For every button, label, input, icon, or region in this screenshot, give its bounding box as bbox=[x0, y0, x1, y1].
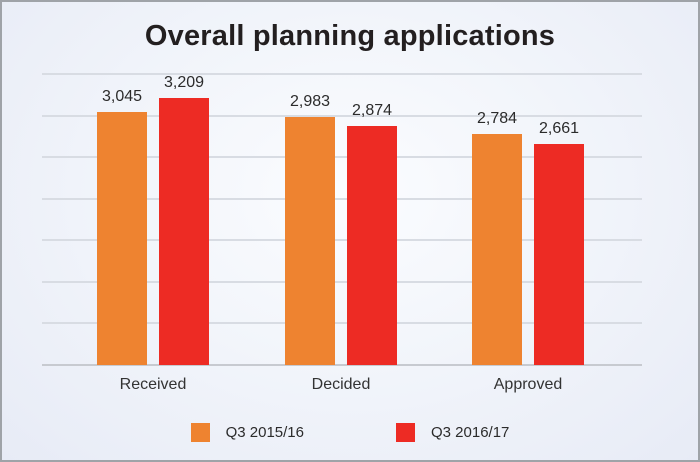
bar-value-label-received-series-1: 3,209 bbox=[163, 74, 205, 92]
chart-title: Overall planning applications bbox=[144, 20, 556, 52]
x-axis-category-row: Received Decided Approved bbox=[42, 376, 642, 398]
legend-item-0: Q3 2015/16 bbox=[190, 423, 304, 442]
category-label-approved: Approved bbox=[493, 376, 563, 393]
bar-value-label-approved-series-1: 2,661 bbox=[538, 119, 580, 137]
bar-decided-series-0 bbox=[285, 117, 335, 365]
gridline-2500 bbox=[42, 156, 642, 159]
gridline-2000 bbox=[42, 197, 642, 200]
legend-swatch-icon bbox=[396, 423, 415, 442]
legend-label-0: Q3 2015/16 bbox=[225, 424, 304, 441]
bar-value-label-approved-series-0: 2,784 bbox=[476, 109, 518, 127]
gridline-1000 bbox=[42, 280, 642, 283]
bar-decided-series-1 bbox=[347, 126, 397, 365]
gridline-3500 bbox=[42, 73, 642, 75]
bar-value-label-decided-series-0: 2,983 bbox=[289, 93, 331, 110]
legend: Q3 2015/16 Q3 2016/17 bbox=[2, 423, 698, 442]
bar-received-series-0 bbox=[97, 111, 147, 365]
bar-value-label-decided-series-1: 2,874 bbox=[351, 102, 393, 120]
x-axis-line bbox=[42, 364, 642, 366]
legend-item-1: Q3 2016/17 bbox=[396, 423, 509, 442]
legend-swatch-icon bbox=[190, 423, 210, 442]
category-label-received: Received bbox=[119, 376, 187, 393]
legend-label-1: Q3 2016/17 bbox=[431, 424, 510, 441]
category-label-decided: Decided bbox=[311, 376, 371, 393]
bar-approved-series-0 bbox=[472, 133, 522, 365]
bar-approved-series-1 bbox=[534, 143, 584, 365]
plot-area: 3,045 3,209 2,983 2,874 2,784 2,661 bbox=[42, 73, 642, 366]
gridline-3000 bbox=[42, 114, 642, 117]
gridline-500 bbox=[42, 322, 642, 325]
gridline-1500 bbox=[42, 239, 642, 242]
bar-value-label-received-series-0: 3,045 bbox=[101, 87, 143, 105]
bar-received-series-1 bbox=[159, 98, 209, 365]
